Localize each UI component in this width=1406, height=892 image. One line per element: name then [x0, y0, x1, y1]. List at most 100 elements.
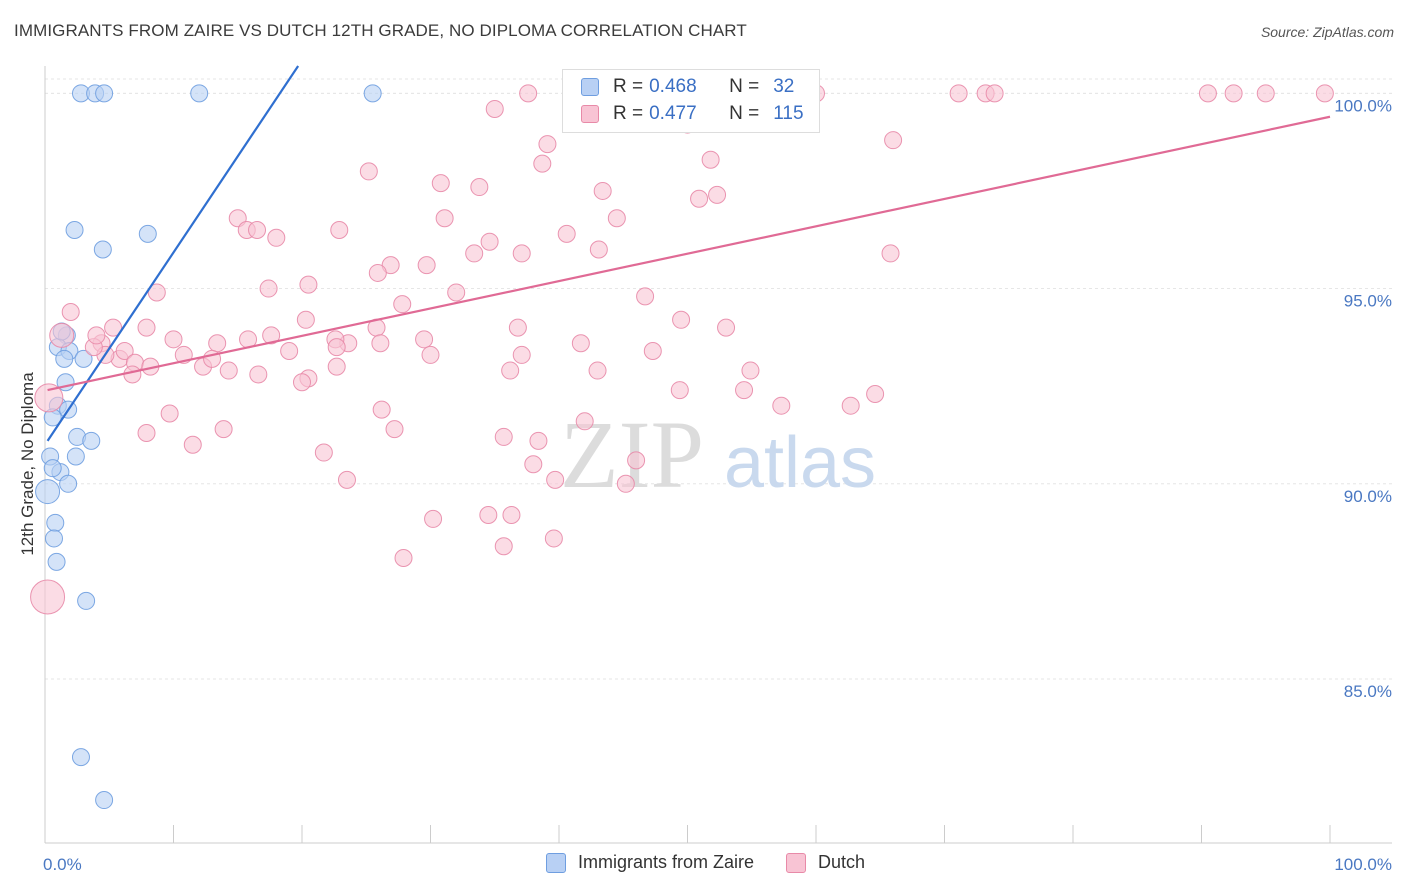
- scatter-point: [494, 537, 513, 556]
- scatter-point: [372, 400, 391, 419]
- scatter-point: [34, 383, 64, 413]
- scatter-point: [672, 310, 691, 329]
- scatter-point: [524, 455, 543, 474]
- scatter-point: [47, 552, 66, 571]
- scatter-point: [465, 244, 484, 263]
- scatter-point: [363, 84, 382, 103]
- chart-title: IMMIGRANTS FROM ZAIRE VS DUTCH 12TH GRAD…: [14, 21, 747, 40]
- scatter-point: [299, 275, 318, 294]
- scatter-point: [529, 431, 548, 450]
- scatter-point: [772, 396, 791, 415]
- scatter-point: [44, 529, 63, 548]
- scatter-point: [77, 591, 96, 610]
- scatter-point: [208, 334, 227, 353]
- legend-item-dutch[interactable]: Dutch: [786, 852, 865, 873]
- scatter-point: [985, 84, 1004, 103]
- legend-row-zaire: R = 0.468 N = 32: [581, 74, 794, 100]
- scatter-point: [138, 224, 157, 243]
- scatter-point: [670, 381, 689, 400]
- scatter-point: [607, 209, 626, 228]
- scatter-point: [708, 185, 727, 204]
- scatter-point: [394, 548, 413, 567]
- scatter-point: [512, 244, 531, 263]
- scatter-point: [616, 474, 635, 493]
- legend-n-label: N =: [729, 76, 760, 97]
- scatter-point: [30, 579, 66, 615]
- legend-item-zaire[interactable]: Immigrants from Zaire: [546, 852, 754, 873]
- scatter-point: [371, 334, 390, 353]
- scatter-point: [544, 529, 563, 548]
- scatter-point: [421, 345, 440, 364]
- scatter-point: [494, 427, 513, 446]
- scatter-point: [359, 162, 378, 181]
- scatter-point: [1315, 84, 1334, 103]
- scatter-point: [61, 302, 80, 321]
- scatter-point: [147, 283, 166, 302]
- scatter-point: [65, 220, 84, 239]
- scatter-point: [160, 404, 179, 423]
- legend-row-dutch: R = 0.477 N = 115: [581, 101, 804, 127]
- scatter-point: [949, 84, 968, 103]
- scatter-point: [501, 361, 520, 380]
- scatter-point: [137, 424, 156, 443]
- legend-n-value: 32: [773, 76, 795, 97]
- scatter-point: [636, 287, 655, 306]
- scatter-point: [190, 84, 209, 103]
- legend-r-label: R =: [613, 76, 644, 97]
- legend-swatch-zaire: [546, 852, 566, 873]
- scatter-point: [337, 470, 356, 489]
- x-tick-label: 100.0%: [1334, 855, 1392, 874]
- legend-r-value: 0.477: [649, 103, 697, 124]
- scatter-point: [470, 178, 489, 197]
- scatter-point: [82, 431, 101, 450]
- legend-n-label: N =: [729, 103, 760, 124]
- scatter-point: [1256, 84, 1275, 103]
- scatter-point: [55, 349, 74, 368]
- scatter-point: [417, 256, 436, 275]
- scatter-point: [447, 283, 466, 302]
- scatter-point: [330, 220, 349, 239]
- scatter-point: [249, 365, 268, 384]
- scatter-point: [214, 420, 233, 439]
- y-tick-label: 100.0%: [1334, 96, 1392, 115]
- scatter-point: [538, 135, 557, 154]
- scatter-point: [95, 791, 114, 810]
- scatter-point: [589, 240, 608, 259]
- scatter-point: [296, 310, 315, 329]
- scatter-point: [293, 373, 311, 392]
- scatter-point: [248, 220, 267, 239]
- scatter-point: [690, 189, 709, 208]
- scatter-point: [71, 748, 90, 767]
- scatter-point: [115, 342, 134, 361]
- scatter-point: [1198, 84, 1217, 103]
- scatter-point: [1224, 84, 1243, 103]
- scatter-point: [717, 318, 736, 337]
- series-legend: Immigrants from Zaire Dutch: [546, 852, 897, 873]
- scatter-point: [627, 451, 646, 470]
- scatter-point: [841, 396, 860, 415]
- scatter-point: [183, 435, 202, 454]
- scatter-point: [123, 365, 142, 384]
- scatter-point: [95, 84, 114, 103]
- scatter-point: [280, 342, 299, 361]
- scatter-point: [881, 244, 900, 263]
- y-axis-title: 12th Grade, No Diploma: [18, 372, 37, 556]
- scatter-point: [588, 361, 607, 380]
- scatter-point: [46, 513, 65, 532]
- legend-n-value: 115: [773, 103, 804, 124]
- tick-labels: 85.0% 90.0% 95.0% 100.0% 0.0% 100.0%: [43, 96, 1392, 874]
- scatter-point: [884, 131, 903, 150]
- y-tick-label: 90.0%: [1344, 487, 1392, 506]
- scatter-point: [512, 345, 531, 364]
- scatter-point: [314, 443, 333, 462]
- scatter-point: [87, 326, 106, 345]
- legend-label-dutch: Dutch: [818, 852, 866, 872]
- scatter-point: [104, 318, 123, 337]
- scatter-point: [35, 479, 61, 505]
- scatter-point: [479, 506, 498, 525]
- y-tick-label: 95.0%: [1344, 292, 1392, 311]
- scatter-point: [43, 459, 62, 478]
- scatter-point: [93, 240, 112, 259]
- scatter-point: [735, 381, 754, 400]
